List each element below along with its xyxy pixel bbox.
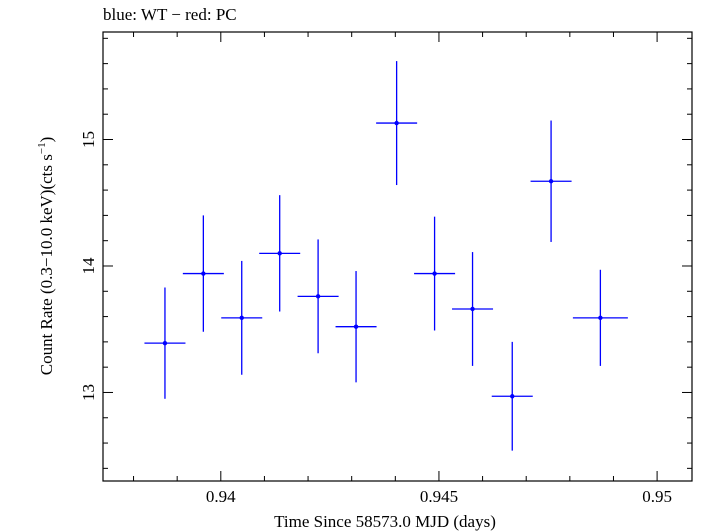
data-point [259, 195, 301, 312]
data-point [376, 61, 418, 186]
y-axis-label: Count Rate (0.3−10.0 keV)(cts s−1) [36, 137, 56, 376]
point-marker [353, 324, 359, 329]
data-point [530, 120, 572, 242]
chart-title: blue: WT − red: PC [103, 5, 237, 24]
point-marker [432, 271, 437, 276]
plot-frame [102, 31, 693, 482]
point-marker [162, 340, 168, 346]
point-marker [277, 251, 282, 256]
data-point [221, 260, 263, 375]
data-point [335, 271, 377, 383]
data-point [144, 287, 186, 399]
data-point [452, 252, 494, 366]
data-point [182, 215, 224, 332]
point-marker [598, 315, 603, 321]
point-marker [239, 315, 244, 321]
data-point [297, 239, 339, 354]
y-tick-label: 14 [79, 257, 98, 275]
x-tick-label: 0.94 [206, 487, 236, 506]
x-tick-label: 0.95 [642, 487, 672, 506]
point-marker [394, 120, 399, 126]
point-marker [315, 294, 321, 299]
data-point [414, 216, 456, 331]
point-marker [470, 306, 475, 312]
x-axis-label: Time Since 58573.0 MJD (days) [274, 512, 496, 531]
point-marker [201, 271, 206, 276]
point-marker [548, 179, 554, 184]
x-tick-label: 0.945 [420, 487, 458, 506]
data-point [491, 341, 533, 451]
y-tick-label: 15 [79, 131, 98, 148]
data-point [572, 269, 628, 366]
point-marker [510, 394, 515, 399]
y-tick-label: 13 [79, 384, 98, 401]
